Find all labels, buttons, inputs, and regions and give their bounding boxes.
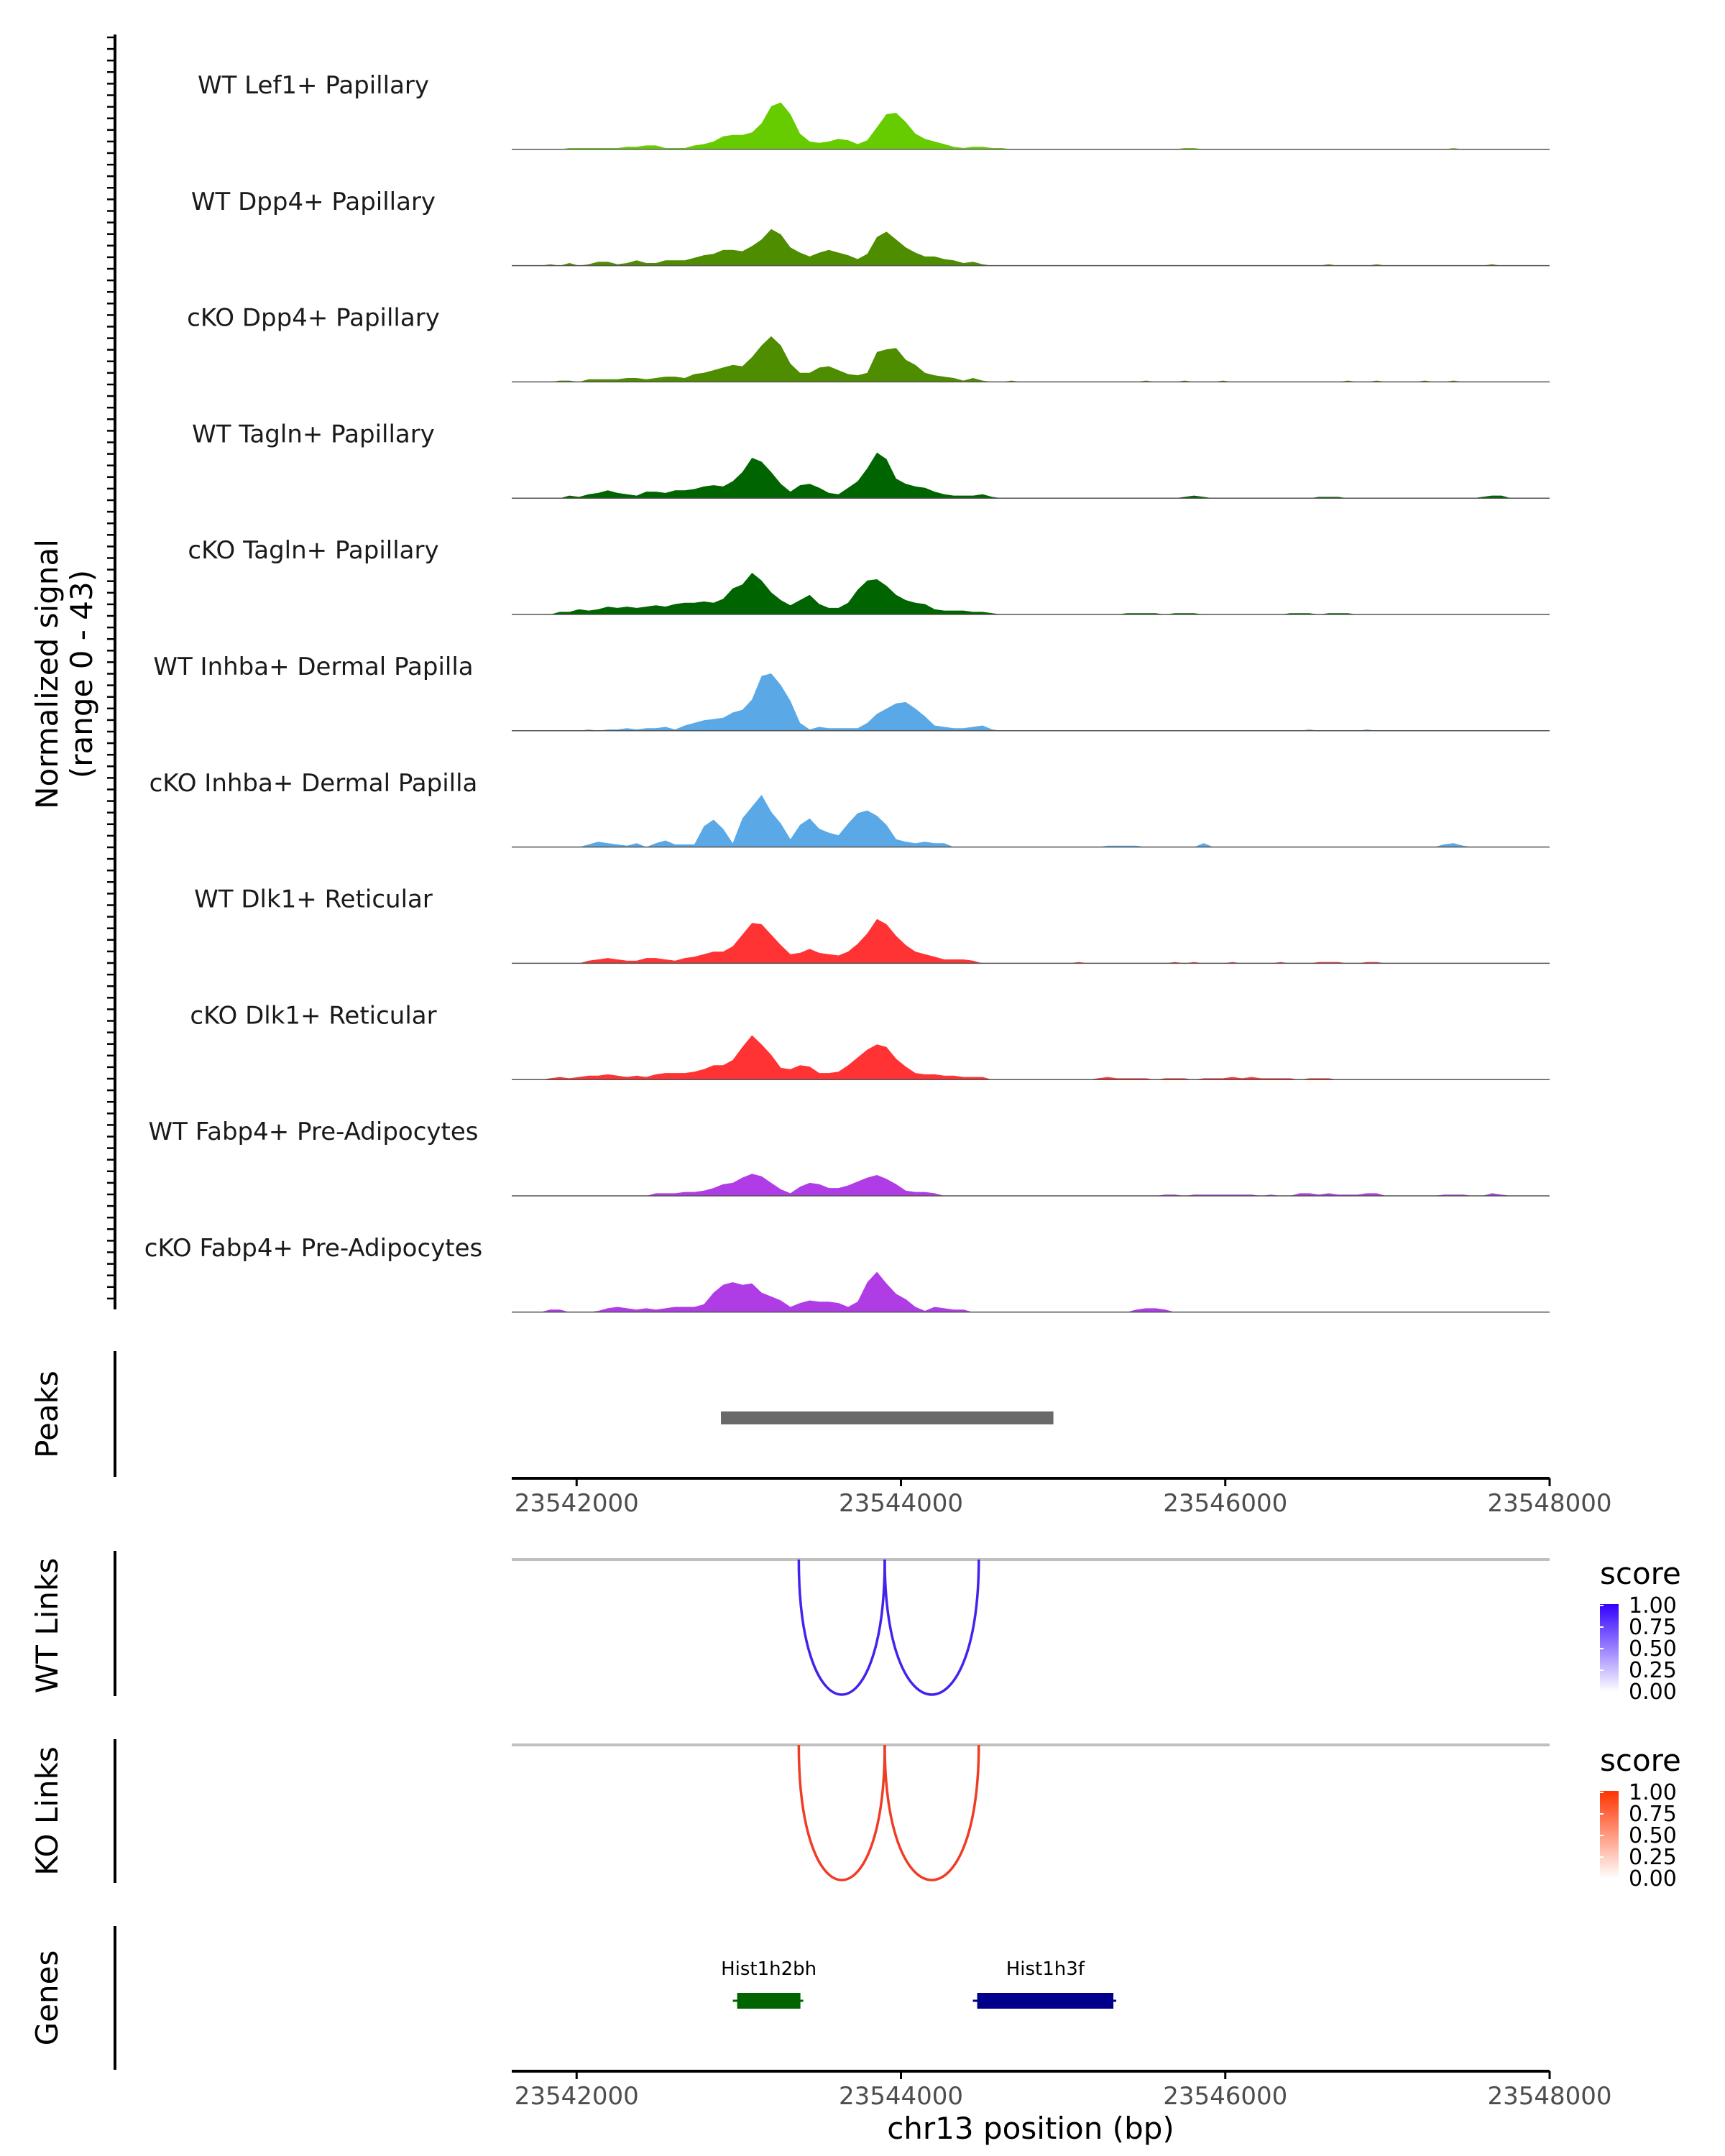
x-tick-label: 23544000 <box>839 1489 963 1518</box>
track-wt-tagln-papillary: WT Tagln+ Papillary <box>192 420 1550 499</box>
peak-intervals <box>721 1411 1054 1424</box>
track-label: cKO Dlk1+ Reticular <box>190 1001 436 1030</box>
wt-legend-ticks: 1.000.750.500.250.00 <box>1600 1593 1677 1705</box>
coverage-tracks: WT Lef1+ Papillary WT Dpp4+ Papillary cKO … <box>144 71 1550 1313</box>
coverage-area <box>512 918 1550 964</box>
coverage-y-axis-range: (range 0 - 43) <box>64 570 99 778</box>
link-arc <box>797 1559 886 1696</box>
coverage-area <box>512 229 1550 266</box>
position-x-axis-upper: 23542000 23544000 23546000 23548000 <box>515 1478 1612 1518</box>
x-tick-label: 23546000 <box>1163 1489 1287 1518</box>
ko-legend-title: score <box>1600 1743 1681 1778</box>
legend-tick-label: 0.25 <box>1629 1845 1677 1870</box>
coverage-area <box>512 673 1550 731</box>
peaks-panel: Peaks 23542000 23544000 23546000 23548000 <box>29 1351 1612 1518</box>
ko-links-panel: KO Links <box>29 1739 1550 1883</box>
coverage-area <box>512 1271 1550 1312</box>
wt-legend-title: score <box>1600 1556 1681 1591</box>
wt-links-panel: WT Links <box>29 1551 1550 1696</box>
track-cko-fabp4-pre-adipocytes: cKO Fabp4+ Pre-Adipocytes <box>144 1234 1550 1313</box>
wt-score-legend: score 1.000.750.500.250.00 <box>1600 1556 1681 1705</box>
legend-tick-label: 0.75 <box>1629 1615 1677 1640</box>
track-wt-dlk1-reticular: WT Dlk1+ Reticular <box>194 885 1550 964</box>
link-arc <box>883 1744 980 1881</box>
coverage-panel: Normalized signal (range 0 - 43) WT Lef1… <box>29 34 1550 1313</box>
coverage-area <box>512 336 1550 382</box>
track-cko-tagln-papillary: cKO Tagln+ Papillary <box>188 536 1550 615</box>
track-wt-fabp4-pre-adipocytes: WT Fabp4+ Pre-Adipocytes <box>149 1118 1550 1197</box>
track-cko-dlk1-reticular: cKO Dlk1+ Reticular <box>190 1001 1550 1080</box>
ko-legend-ticks: 1.000.750.500.250.00 <box>1600 1780 1677 1892</box>
wt-link-arcs <box>797 1559 980 1696</box>
x-tick-label: 23544000 <box>839 2082 963 2111</box>
legend-tick-label: 0.50 <box>1629 1823 1677 1848</box>
coverage-y-axis-title: Normalized signal <box>29 539 65 809</box>
legend-tick-label: 0.50 <box>1629 1636 1677 1662</box>
gene-exon <box>737 1993 801 2009</box>
peaks-label: Peaks <box>29 1370 65 1458</box>
genes-panel: Genes Hist1h2bh Hist1h3f 23542000 23544000… <box>29 1926 1612 2146</box>
ko-link-arcs <box>797 1744 980 1881</box>
track-label: cKO Fabp4+ Pre-Adipocytes <box>144 1234 483 1263</box>
track-label: WT Tagln+ Papillary <box>192 420 435 448</box>
peak-interval <box>721 1411 1054 1424</box>
link-arc <box>883 1559 980 1696</box>
legend-tick-label: 1.00 <box>1629 1780 1677 1805</box>
position-x-axis-lower: 23542000 23544000 23546000 23548000 <box>515 2071 1612 2111</box>
legend-tick-label: 0.75 <box>1629 1802 1677 1827</box>
legend-tick-label: 0.00 <box>1629 1866 1677 1892</box>
gene-hist1h2bh: Hist1h2bh <box>721 1958 816 2009</box>
x-tick-label: 23548000 <box>1487 1489 1611 1518</box>
track-cko-dpp4-papillary: cKO Dpp4+ Papillary <box>187 304 1550 383</box>
track-wt-lef1-papillary: WT Lef1+ Papillary <box>198 71 1550 150</box>
gene-label: Hist1h2bh <box>721 1958 816 1980</box>
legend-tick-label: 0.25 <box>1629 1658 1677 1683</box>
track-label: WT Fabp4+ Pre-Adipocytes <box>149 1118 479 1146</box>
coverage-y-ticks <box>107 36 115 1300</box>
ko-links-label: KO Links <box>29 1746 65 1876</box>
track-label: cKO Tagln+ Papillary <box>188 536 438 565</box>
track-label: WT Lef1+ Papillary <box>198 71 429 100</box>
coverage-area <box>512 1174 1550 1196</box>
x-tick-label: 23542000 <box>515 2082 639 2111</box>
x-tick-label: 23542000 <box>515 1489 639 1518</box>
gene-exon <box>977 1993 1114 2009</box>
genes-label: Genes <box>29 1950 65 2046</box>
track-label: WT Dlk1+ Reticular <box>194 885 433 914</box>
coverage-area <box>512 795 1550 847</box>
x-tick-label: 23546000 <box>1163 2082 1287 2111</box>
legend-tick-label: 1.00 <box>1629 1593 1677 1618</box>
gene-hist1h3f: Hist1h3f <box>972 1958 1117 2009</box>
gene-models: Hist1h2bh Hist1h3f <box>721 1958 1117 2009</box>
track-label: cKO Dpp4+ Papillary <box>187 304 440 333</box>
coverage-area <box>512 573 1550 614</box>
x-tick-label: 23548000 <box>1487 2082 1611 2111</box>
coverage-area <box>512 102 1550 149</box>
coverage-area <box>512 1035 1550 1080</box>
track-label: WT Dpp4+ Papillary <box>191 188 436 216</box>
link-arc <box>797 1744 886 1881</box>
track-label: cKO Inhba+ Dermal Papilla <box>150 769 478 798</box>
track-cko-inhba-dermal-papilla: cKO Inhba+ Dermal Papilla <box>150 769 1550 848</box>
coverage-area <box>512 452 1550 499</box>
ko-score-legend: score 1.000.750.500.250.00 <box>1600 1743 1681 1892</box>
track-label: WT Inhba+ Dermal Papilla <box>153 653 473 681</box>
track-wt-inhba-dermal-papilla: WT Inhba+ Dermal Papilla <box>153 653 1550 732</box>
wt-links-label: WT Links <box>29 1558 65 1693</box>
position-x-axis-title: chr13 position (bp) <box>887 2111 1174 2146</box>
track-wt-dpp4-papillary: WT Dpp4+ Papillary <box>191 188 1550 267</box>
legend-tick-label: 0.00 <box>1629 1680 1677 1705</box>
gene-label: Hist1h3f <box>1006 1958 1085 1980</box>
